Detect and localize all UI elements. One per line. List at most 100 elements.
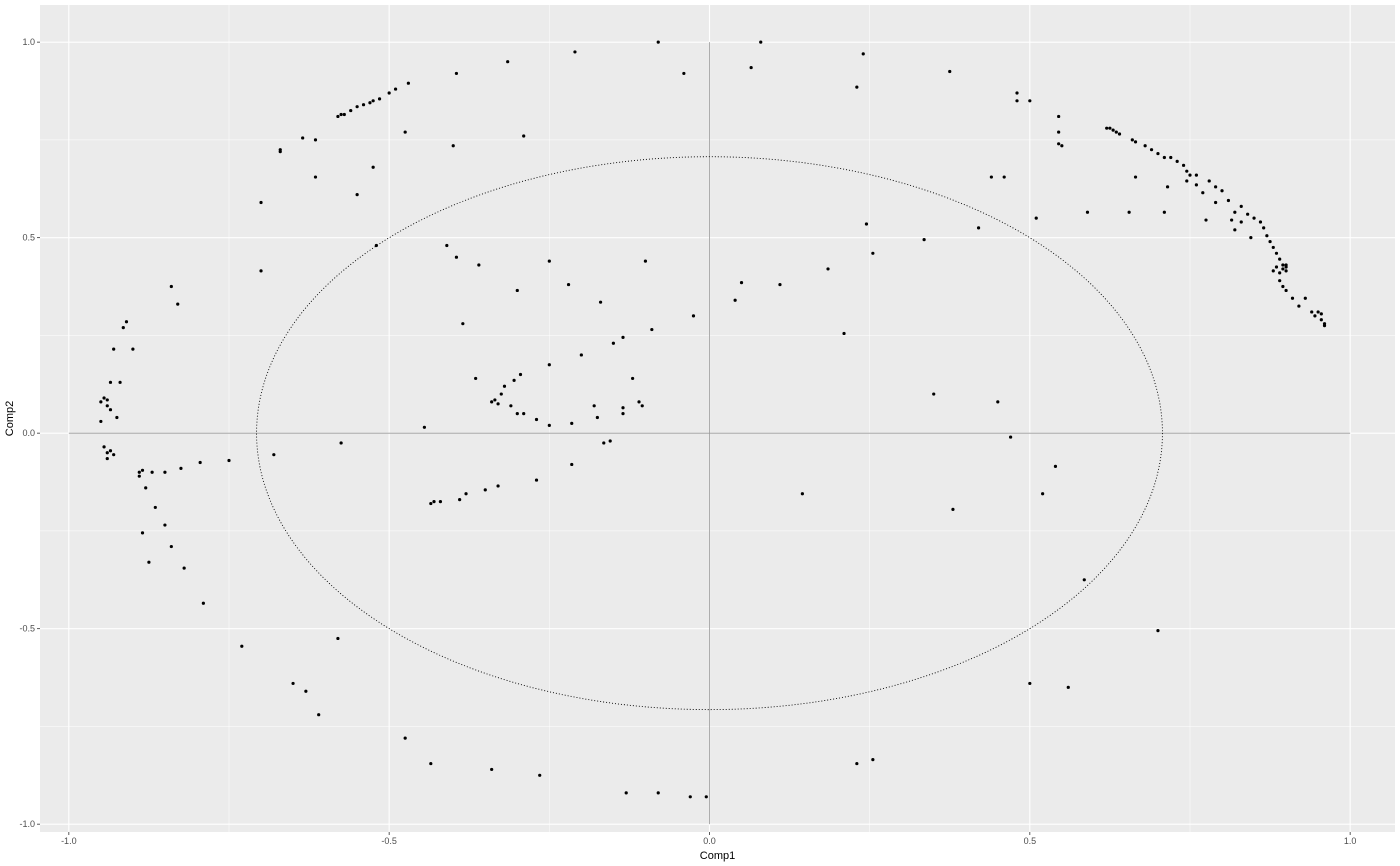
data-point xyxy=(105,404,109,408)
data-point xyxy=(522,412,526,416)
data-point xyxy=(169,284,173,289)
data-point xyxy=(621,412,625,416)
data-point xyxy=(547,423,551,427)
data-point xyxy=(1194,173,1198,177)
data-point xyxy=(538,773,542,777)
data-point xyxy=(169,544,173,549)
data-point xyxy=(932,392,936,396)
data-point xyxy=(1258,220,1263,224)
data-point xyxy=(640,404,644,408)
x-tick-label: 1.0 xyxy=(1344,836,1357,846)
data-point xyxy=(490,400,494,404)
data-point xyxy=(1162,210,1166,214)
data-point xyxy=(1194,183,1198,187)
data-point xyxy=(429,761,433,766)
y-tick-label: 0.5 xyxy=(22,233,35,243)
data-point xyxy=(1226,198,1231,203)
data-point xyxy=(1201,191,1205,195)
data-point xyxy=(140,531,145,535)
data-point xyxy=(1319,318,1323,322)
data-point xyxy=(121,325,125,330)
data-point xyxy=(682,71,686,76)
data-point xyxy=(842,331,846,336)
data-point xyxy=(1127,210,1131,214)
data-point xyxy=(105,451,109,455)
data-point xyxy=(1156,629,1160,633)
data-point xyxy=(1057,114,1061,119)
data-point xyxy=(1149,148,1154,152)
data-point xyxy=(650,327,654,332)
data-point xyxy=(179,466,183,470)
data-point xyxy=(201,601,205,605)
data-point xyxy=(371,99,375,103)
data-point xyxy=(342,112,346,117)
data-point xyxy=(1220,189,1224,193)
data-point xyxy=(259,200,263,205)
data-point xyxy=(602,441,606,445)
data-point xyxy=(534,417,539,422)
data-point xyxy=(1207,179,1211,183)
data-point xyxy=(1284,288,1288,293)
data-point xyxy=(451,144,455,148)
data-point xyxy=(1108,126,1112,130)
data-point xyxy=(1133,175,1138,179)
data-point xyxy=(377,97,382,101)
data-point xyxy=(1313,314,1317,318)
data-point xyxy=(1284,263,1288,267)
data-point xyxy=(1156,151,1160,156)
data-point xyxy=(1002,175,1006,179)
data-point xyxy=(1143,144,1147,148)
data-point xyxy=(108,408,113,412)
data-point xyxy=(1066,685,1070,689)
data-point xyxy=(1290,296,1295,300)
data-point xyxy=(611,341,615,345)
data-point xyxy=(608,439,612,443)
data-point xyxy=(301,136,305,140)
data-point xyxy=(1278,271,1282,275)
data-point xyxy=(800,492,804,496)
data-point xyxy=(688,795,692,799)
data-point xyxy=(1268,239,1272,244)
minor-gridlines xyxy=(40,5,1395,832)
data-point xyxy=(691,314,696,318)
data-point xyxy=(464,492,468,496)
data-point xyxy=(1310,310,1314,314)
data-point xyxy=(499,392,503,396)
data-point xyxy=(458,498,462,502)
data-point xyxy=(1265,234,1269,238)
data-point xyxy=(1181,163,1186,167)
data-point xyxy=(704,795,708,799)
data-point xyxy=(313,138,318,142)
data-point xyxy=(355,193,359,197)
x-tick-label: 0.5 xyxy=(1024,836,1037,846)
data-point xyxy=(1085,210,1090,214)
data-point xyxy=(1278,279,1282,283)
data-point xyxy=(99,419,103,424)
data-point xyxy=(1185,179,1189,183)
data-point xyxy=(1117,132,1122,136)
data-point xyxy=(368,101,372,105)
data-point xyxy=(99,400,103,404)
data-point xyxy=(108,449,113,453)
data-point xyxy=(454,255,459,259)
data-point xyxy=(1278,257,1282,261)
data-point xyxy=(317,713,321,717)
data-point xyxy=(1041,492,1045,496)
data-point xyxy=(1053,464,1058,468)
data-point xyxy=(137,474,141,478)
data-point xyxy=(1249,236,1253,240)
data-point xyxy=(515,288,519,293)
data-point xyxy=(1028,681,1032,686)
data-point xyxy=(637,400,641,404)
data-point xyxy=(595,415,599,420)
data-point xyxy=(1057,142,1061,146)
data-point xyxy=(496,484,500,488)
data-point xyxy=(336,114,340,119)
data-point xyxy=(1284,269,1288,273)
data-point xyxy=(454,71,459,76)
data-point xyxy=(1214,185,1218,189)
data-point xyxy=(1214,200,1218,205)
data-point xyxy=(1274,251,1279,255)
data-point xyxy=(227,458,231,463)
